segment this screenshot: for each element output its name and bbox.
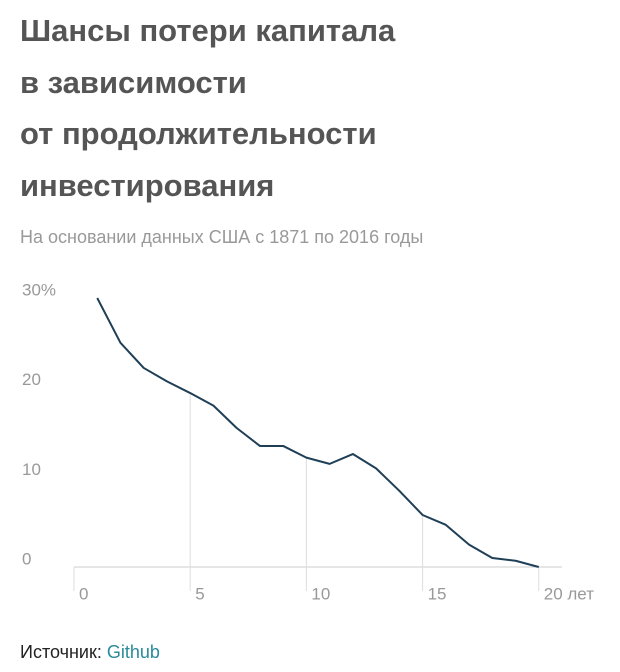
y-tick-label: 10 (22, 460, 41, 479)
subtitle: На основании данных США с 1871 по 2016 г… (20, 227, 423, 247)
source-label: Источник: (20, 642, 102, 662)
title-line: инвестирования (20, 168, 274, 203)
x-tick-label: 5 (195, 584, 204, 603)
x-tick-label: 10 (311, 584, 330, 603)
x-tick-label: 15 (428, 584, 447, 603)
y-tick-label: 0 (22, 549, 31, 568)
x-tick-label: 0 (79, 584, 88, 603)
title-line: Шансы потери капитала (20, 13, 396, 48)
title-line: от продолжительности (20, 116, 377, 151)
source-link[interactable]: Github (107, 642, 160, 662)
title-line: в зависимости (20, 65, 247, 100)
line (96, 297, 540, 568)
y-tick-label: 20 (22, 370, 41, 389)
y-tick-label: 30% (22, 280, 56, 299)
source: Источник: Github (20, 642, 160, 662)
x-tick-label: 20 лет (544, 584, 594, 603)
